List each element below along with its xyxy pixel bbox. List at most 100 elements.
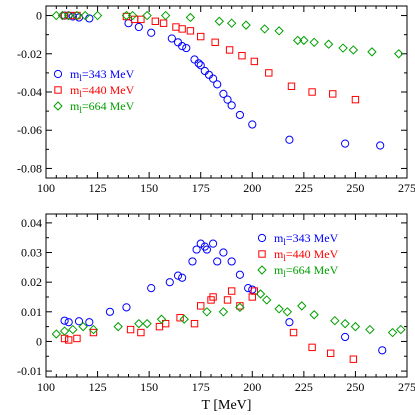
- data-point: [297, 301, 307, 311]
- series-3: [51, 10, 404, 59]
- data-point: [223, 296, 232, 304]
- data-point: [323, 39, 334, 49]
- x-tick-label: 100: [37, 380, 55, 394]
- x-tick-label: 125: [89, 181, 107, 195]
- data-point: [105, 307, 115, 316]
- data-point: [308, 88, 316, 96]
- data-point: [225, 46, 234, 54]
- data-point: [176, 314, 184, 322]
- data-point: [197, 302, 205, 310]
- data-point: [250, 287, 259, 295]
- data-point: [299, 35, 309, 46]
- data-point: [349, 355, 358, 363]
- data-point: [173, 38, 183, 47]
- legend-marker: [257, 233, 267, 243]
- data-point: [235, 110, 245, 120]
- plot-frame: [45, 213, 408, 378]
- data-point: [160, 10, 171, 21]
- data-point: [92, 10, 103, 21]
- data-point: [113, 321, 123, 332]
- data-point: [202, 307, 212, 317]
- data-point: [200, 66, 209, 76]
- data-point: [147, 28, 156, 37]
- data-point: [219, 89, 228, 99]
- data-point: [248, 120, 257, 129]
- data-point: [156, 314, 167, 324]
- data-point: [192, 245, 201, 254]
- y-tick-label: 0.04: [21, 216, 42, 230]
- data-point: [151, 17, 160, 25]
- data-point: [137, 328, 145, 337]
- data-point: [365, 324, 375, 335]
- data-point: [68, 324, 78, 335]
- data-point: [182, 43, 191, 53]
- data-point: [142, 10, 152, 21]
- x-tick-label: 150: [140, 181, 158, 195]
- data-point: [235, 302, 245, 313]
- data-point: [172, 23, 180, 31]
- data-point: [262, 295, 272, 305]
- x-tick-label: 275: [398, 181, 415, 195]
- data-point: [165, 278, 174, 287]
- data-point: [57, 10, 68, 21]
- data-point: [178, 42, 187, 51]
- x-tick-label: 225: [295, 380, 313, 394]
- data-point: [68, 12, 77, 21]
- data-point: [89, 328, 98, 337]
- data-point: [63, 10, 74, 21]
- data-point: [142, 318, 152, 329]
- data-point: [274, 304, 284, 314]
- data-point: [73, 334, 81, 343]
- data-point: [274, 26, 284, 36]
- data-point: [348, 45, 359, 55]
- legend-label: ml=343 MeV: [70, 67, 135, 83]
- legend-marker: [53, 101, 63, 111]
- data-point: [255, 289, 266, 299]
- data-point: [309, 37, 319, 48]
- data-point: [250, 57, 259, 66]
- data-point: [64, 318, 73, 327]
- data-point: [309, 310, 319, 320]
- data-point: [241, 20, 251, 30]
- data-point: [202, 245, 212, 254]
- x-tick-label: 225: [295, 181, 313, 195]
- y-tick-label: -0.08: [17, 161, 42, 175]
- y-tick-label: -0.04: [17, 85, 42, 99]
- y-tick-label: 0: [36, 334, 42, 348]
- data-point: [351, 95, 360, 104]
- data-point: [208, 239, 218, 248]
- legend-marker: [257, 265, 267, 275]
- data-point: [213, 257, 222, 266]
- data-point: [376, 141, 385, 150]
- legend-marker: [54, 86, 62, 94]
- data-point: [340, 318, 350, 329]
- data-point: [190, 319, 199, 328]
- x-tick-label: 250: [346, 380, 364, 394]
- data-point: [341, 332, 350, 342]
- data-point: [72, 10, 82, 21]
- data-point: [378, 346, 387, 355]
- data-point: [78, 321, 88, 332]
- x-tick-label: 100: [37, 181, 55, 195]
- data-point: [167, 34, 176, 43]
- data-point: [155, 322, 164, 331]
- data-point: [196, 61, 205, 70]
- data-point: [341, 139, 350, 148]
- data-point: [190, 55, 199, 64]
- data-point: [265, 69, 273, 77]
- data-point: [51, 329, 62, 339]
- data-point: [80, 10, 90, 21]
- legend-marker: [53, 69, 63, 79]
- x-tick-label: 125: [89, 380, 107, 394]
- data-point: [214, 16, 224, 26]
- data-point: [350, 321, 361, 332]
- data-point: [173, 271, 183, 280]
- data-point: [60, 316, 69, 325]
- legend-marker: [258, 250, 266, 258]
- data-point: [219, 248, 228, 257]
- data-point: [367, 47, 377, 57]
- data-point: [134, 22, 143, 32]
